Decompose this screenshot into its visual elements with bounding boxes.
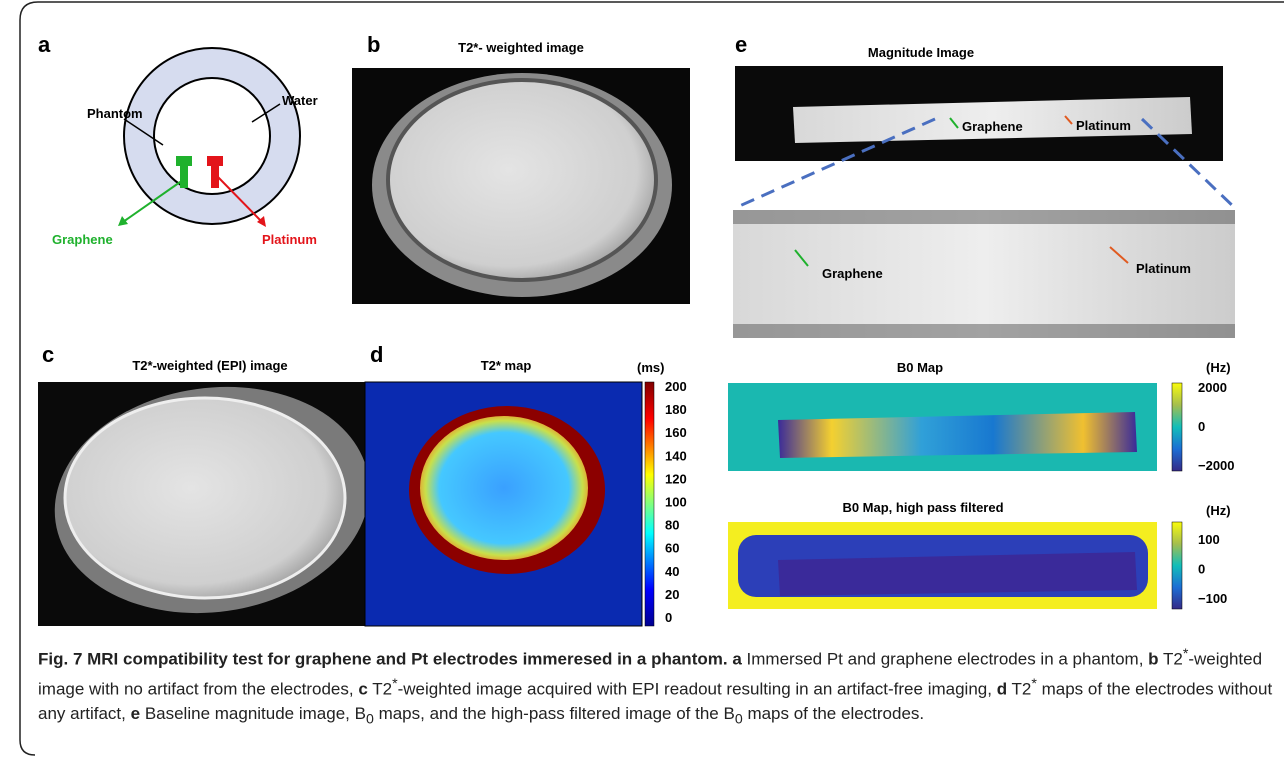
colorbar-tick-label: 160	[665, 425, 687, 440]
colorbar-tick-label: 140	[665, 448, 687, 463]
caption-text: 0	[366, 712, 374, 728]
caption-text: c	[358, 680, 367, 699]
colorbar-tick-label: 80	[665, 518, 679, 533]
strip	[778, 412, 1137, 458]
label: Graphene	[52, 232, 113, 247]
colorbar-ticks: 2000 0 −2000	[1198, 380, 1235, 473]
colorbar-tick-label: 0	[1198, 419, 1205, 434]
zoom-edge	[733, 324, 1235, 338]
caption-text: maps, and the high-pass filtered image o…	[379, 704, 735, 723]
colorbar-tick-label: 180	[665, 402, 687, 417]
caption-text: -weighted image acquired with EPI readou…	[398, 680, 992, 699]
caption-title: Fig. 7 MRI compatibility test for graphe…	[38, 650, 728, 669]
caption: Fig. 7 MRI compatibility test for graphe…	[38, 642, 1278, 732]
unit: (Hz)	[1206, 360, 1231, 375]
colorbar-tick-label: 200	[665, 379, 687, 394]
figure: a Phantom Water Graphene Platinum b T2*-…	[0, 0, 1284, 757]
colorbar-tick-label: 120	[665, 471, 687, 486]
panel-title: B0 Map	[897, 360, 943, 375]
caption-text: Immersed Pt and graphene electrodes in a…	[747, 650, 1144, 669]
caption-text: *	[1031, 676, 1037, 692]
caption-text: T2	[372, 680, 392, 699]
colorbar-tick-label: 20	[665, 587, 679, 602]
label: Graphene	[822, 266, 883, 281]
colorbar-ticks: 100 0 −100	[1198, 532, 1227, 606]
panel-title: T2*- weighted image	[458, 40, 584, 55]
label: Graphene	[962, 119, 1023, 134]
label: Water	[282, 93, 318, 108]
label: Phantom	[87, 106, 143, 121]
panel-title: T2*-weighted (EPI) image	[132, 358, 287, 373]
phantom-inner	[388, 80, 656, 280]
label: Platinum	[1076, 118, 1131, 133]
zoom-edge	[733, 210, 1235, 224]
panel-title: T2* map	[481, 358, 532, 373]
colorbar-tick-label: 0	[665, 610, 672, 625]
colorbar-tick-label: 60	[665, 541, 679, 556]
caption-text: a	[732, 650, 741, 669]
colorbar-tick-label: 2000	[1198, 380, 1227, 395]
label: Platinum	[1136, 261, 1191, 276]
panel-title: B0 Map, high pass filtered	[842, 500, 1003, 515]
colorbar	[1172, 522, 1182, 609]
unit: (ms)	[637, 360, 664, 375]
colorbar-tick-label: 0	[1198, 562, 1205, 577]
colorbar-tick-label: 40	[665, 564, 679, 579]
caption-text: T2	[1163, 650, 1183, 669]
panel-label: c	[42, 342, 54, 367]
colorbar	[645, 382, 654, 626]
panel-label: a	[38, 32, 51, 57]
caption-text: d	[997, 680, 1007, 699]
panel-title: Magnitude Image	[868, 45, 974, 60]
panel-label: d	[370, 342, 383, 367]
caption-text: e	[131, 704, 140, 723]
panel-label: b	[367, 32, 380, 57]
panel-label: e	[735, 32, 747, 57]
caption-text: maps of the electrodes.	[747, 704, 924, 723]
caption-text: Baseline magnitude image, B	[145, 704, 366, 723]
arrow-head	[118, 216, 128, 226]
caption-text: T2	[1012, 680, 1032, 699]
colorbar-tick-label: −2000	[1198, 458, 1235, 473]
colorbar	[1172, 383, 1182, 471]
label: Platinum	[262, 232, 317, 247]
caption-text: 0	[735, 712, 743, 728]
colorbar-tick-label: −100	[1198, 591, 1227, 606]
colorbar-tick-label: 100	[1198, 532, 1220, 547]
phantom-inner	[420, 416, 588, 560]
caption-text: b	[1148, 650, 1158, 669]
unit: (Hz)	[1206, 503, 1231, 518]
phantom-inner	[65, 398, 345, 598]
colorbar-tick-label: 100	[665, 495, 687, 510]
